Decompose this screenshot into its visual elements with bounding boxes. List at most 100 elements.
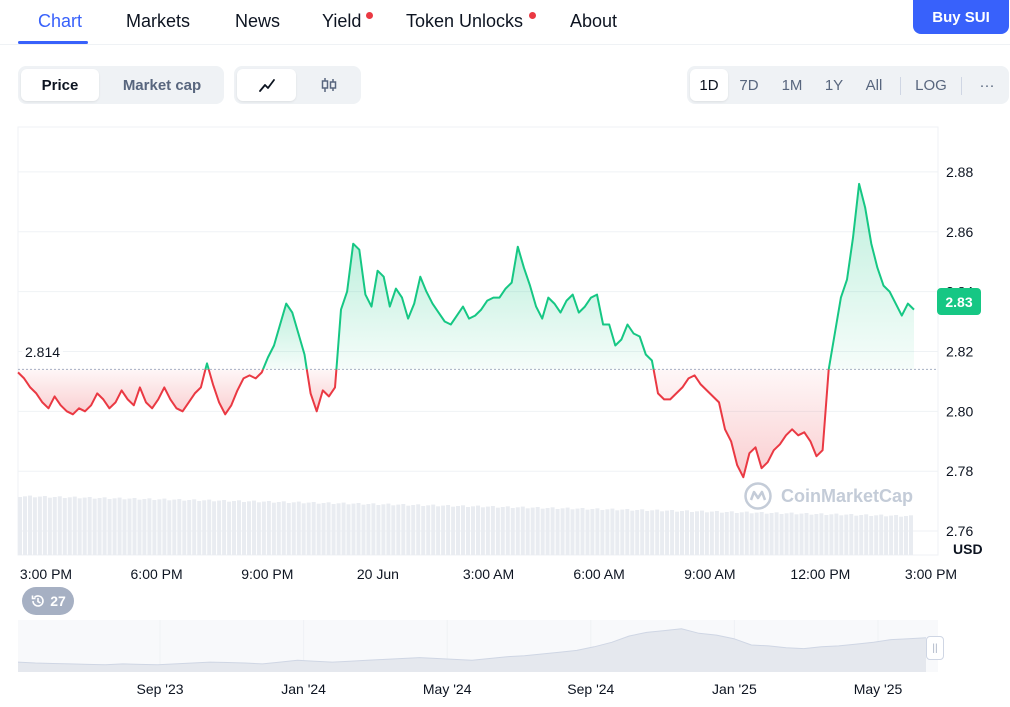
volume-bar [416,504,421,555]
volume-bar [794,514,799,555]
price-line-down [17,369,207,416]
volume-bar [386,503,391,555]
time-navigator[interactable] [0,620,1010,678]
volume-bar [227,501,232,555]
volume-bar [237,500,241,555]
x-tick-label: 3:00 PM [904,566,958,582]
volume-bar [37,496,42,555]
volume-bar [152,500,157,555]
range-1d[interactable]: 1D [690,69,728,101]
range-1y[interactable]: 1Y [824,76,844,94]
volume-bar [889,515,894,555]
volume-bar [615,510,620,555]
tab-markets[interactable]: Markets [126,11,191,31]
candlestick-button[interactable] [299,69,358,101]
volume-bar [42,496,47,555]
volume-bar [32,497,37,555]
x-tick-label: 9:00 AM [684,566,736,582]
volume-bar [779,514,784,555]
volume-bar [72,496,77,555]
volume-bar [182,500,187,555]
y-tick-label: 2.78 [946,463,973,479]
volume-bar [625,509,630,555]
volume-bar [709,511,714,555]
volume-bar [381,504,386,555]
volume-bar [117,497,122,555]
volume-bar [192,499,197,555]
volume-bar [769,513,774,555]
volume-bar [530,507,535,555]
market-cap-toggle[interactable]: Market cap [122,76,202,94]
volume-bar [351,503,356,555]
tab-yield[interactable]: Yield [322,11,362,31]
volume-bar [217,500,222,555]
price-toggle[interactable]: Price [21,69,99,101]
volume-bar [162,498,167,555]
volume-bar [122,499,127,555]
volume-bar [321,503,326,555]
volume-bar [749,513,754,555]
volume-bar [680,511,684,555]
volume-bar [207,499,212,555]
volume-bar [142,499,147,555]
tab-token-unlocks[interactable]: Token Unlocks [406,11,524,31]
price-area-down [18,369,206,415]
price-line-down [207,369,264,416]
price-line-up [204,362,210,370]
volume-bar [28,495,32,555]
volume-bar [500,507,505,555]
volume-bar [426,505,431,555]
price-chart[interactable]: 2.882.862.842.822.802.782.76 [0,120,1010,560]
history-icon [31,595,44,607]
volume-bar [172,499,177,555]
buy-sui-button[interactable]: Buy SUI [913,0,1009,34]
volume-bar [550,507,555,555]
navigator-handle[interactable]: || [926,636,944,660]
volume-bar [271,502,276,555]
line-chart-button[interactable] [237,69,296,101]
volume-bar [286,503,291,555]
volume-bar [371,503,376,555]
volume-bar [222,500,227,555]
navigator-date-label: Jan '25 [712,681,757,697]
tab-chart[interactable]: Chart [38,11,83,31]
volume-bar [316,503,321,555]
x-tick-label: 6:00 PM [130,566,183,582]
volume-bar [461,505,465,555]
history-events-badge[interactable]: 27 [22,587,74,615]
reference-price-label: 2.814 [22,344,64,360]
tab-news[interactable]: News [235,11,281,31]
volume-bar [670,510,675,555]
range-all[interactable]: All [865,76,883,94]
volume-bar [505,506,510,555]
volume-bar [695,511,699,555]
x-tick-label: 3:00 AM [462,566,515,582]
range-7d[interactable]: 7D [739,76,759,94]
volume-bar [197,501,202,555]
volume-bar [535,507,540,555]
volume-bar [102,497,107,555]
log-scale-toggle[interactable]: LOG [915,76,947,94]
range-1m[interactable]: 1M [781,76,803,94]
volume-bar [232,501,236,555]
volume-bar [476,505,480,555]
volume-bar [157,499,162,555]
volume-bar [341,502,346,555]
volume-bar [809,514,814,555]
volume-bar [187,500,192,555]
volume-bar [869,516,874,555]
volume-bar [645,511,650,555]
volume-bar [660,511,665,555]
volume-bar [67,497,72,555]
volume-bar [690,512,694,555]
price-line-up [335,242,655,370]
volume-bar [456,506,460,555]
volume-bar [132,498,137,555]
volume-bar [520,506,525,555]
tab-about[interactable]: About [570,11,618,31]
y-tick-label: 2.76 [946,523,973,539]
price-line-up [827,182,915,370]
more-options-button[interactable]: ··· [979,76,995,94]
volume-bar [849,514,854,555]
volume-bar [212,501,217,555]
